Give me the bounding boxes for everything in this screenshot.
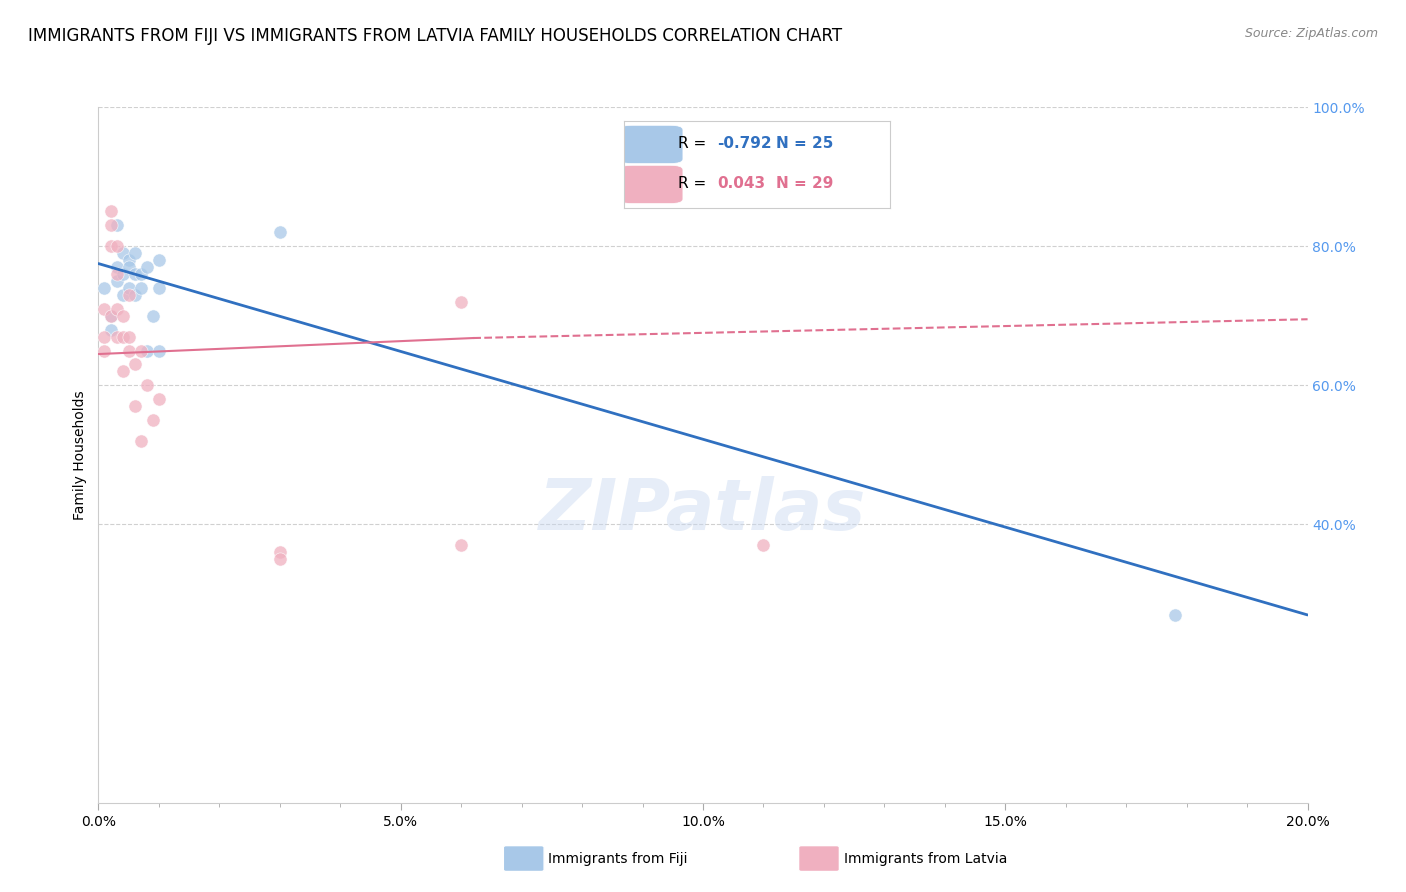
Point (450, 294, 472, 309)
Point (269, 545, 291, 559)
Point (135, 260, 157, 274)
Point (269, 225, 291, 239)
Point (135, 343, 157, 358)
Point (124, 399, 146, 413)
Point (105, 260, 128, 274)
Point (118, 281, 141, 295)
Point (93, 329, 115, 343)
Point (142, 413, 165, 427)
Point (93, 281, 115, 295)
Point (1163, 607, 1185, 622)
Point (111, 246, 134, 260)
Point (111, 288, 134, 302)
Point (148, 343, 170, 358)
Point (124, 288, 146, 302)
Point (148, 392, 170, 407)
Point (111, 364, 134, 378)
Point (129, 267, 152, 281)
Point (105, 267, 128, 281)
Point (100, 323, 122, 337)
Point (118, 329, 141, 343)
Point (124, 267, 146, 281)
Text: ZIPatlas: ZIPatlas (540, 476, 866, 545)
Point (118, 288, 141, 302)
Point (142, 309, 165, 323)
Point (100, 219, 122, 233)
Text: Source: ZipAtlas.com: Source: ZipAtlas.com (1244, 27, 1378, 40)
Point (100, 309, 122, 323)
Point (118, 343, 141, 358)
Point (111, 267, 134, 281)
Point (105, 219, 128, 233)
Point (148, 253, 170, 268)
Point (105, 274, 128, 288)
Point (111, 309, 134, 323)
Point (93, 301, 115, 316)
Text: Immigrants from Fiji: Immigrants from Fiji (548, 852, 688, 866)
Point (124, 358, 146, 372)
Point (111, 329, 134, 343)
Point (100, 239, 122, 253)
Point (100, 309, 122, 323)
Point (450, 538, 472, 552)
Point (100, 204, 122, 219)
Point (129, 281, 152, 295)
Point (135, 378, 157, 392)
Point (269, 552, 291, 566)
Point (118, 253, 141, 268)
Point (105, 329, 128, 343)
Point (129, 434, 152, 448)
Point (105, 239, 128, 253)
Y-axis label: Family Households: Family Households (73, 390, 87, 520)
Text: IMMIGRANTS FROM FIJI VS IMMIGRANTS FROM LATVIA FAMILY HOUSEHOLDS CORRELATION CHA: IMMIGRANTS FROM FIJI VS IMMIGRANTS FROM … (28, 27, 842, 45)
Point (129, 343, 152, 358)
Point (752, 538, 775, 552)
Point (105, 301, 128, 316)
Point (118, 260, 141, 274)
Text: Immigrants from Latvia: Immigrants from Latvia (844, 852, 1007, 866)
Point (124, 246, 146, 260)
Point (93, 343, 115, 358)
Point (148, 281, 170, 295)
